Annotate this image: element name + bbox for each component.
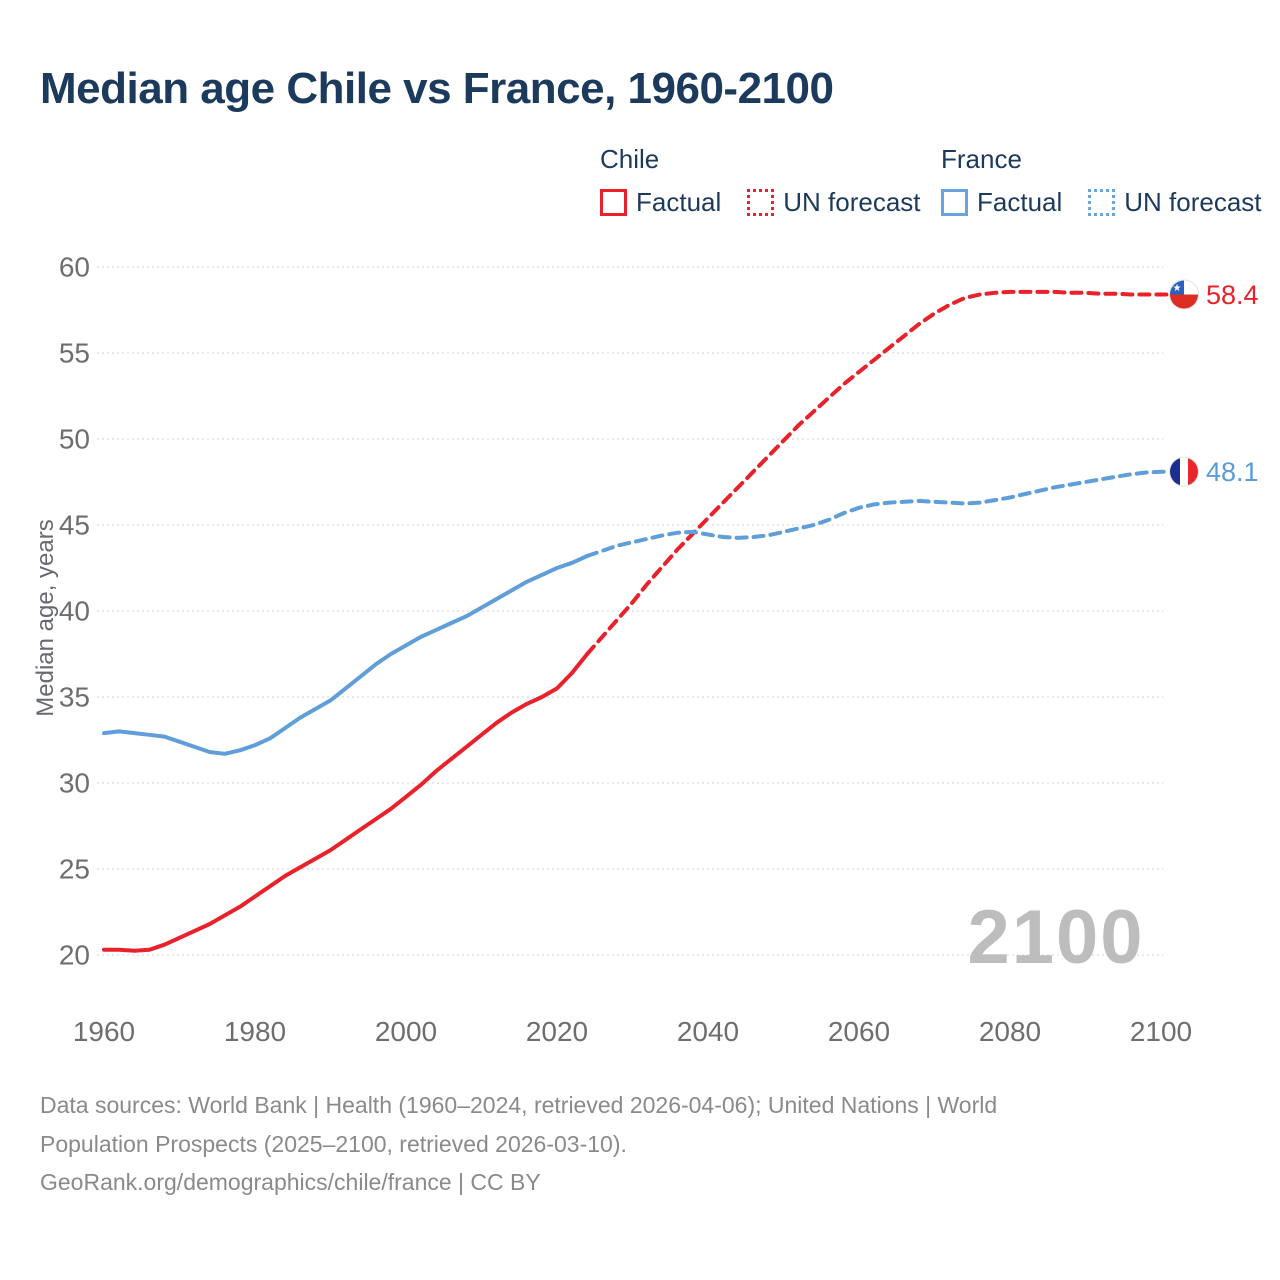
legend-label-france-factual: Factual [977,187,1063,217]
legend-group-label-france: France [941,144,1022,174]
gridlines [97,266,1163,956]
x-tick-label: 2080 [979,1016,1041,1047]
x-tick-label: 2000 [375,1016,437,1047]
x-tick-label: 2100 [1130,1016,1192,1047]
y-tick-label: 35 [59,682,90,713]
footer: Data sources: World Bank | Health (1960–… [40,1086,997,1202]
footer-line-2: Population Prospects (2025–2100, retriev… [40,1130,627,1157]
svg-text:★: ★ [1173,283,1182,294]
y-tick-label: 20 [59,940,90,971]
y-tick-label: 60 [59,252,90,283]
series-chile-un-forecast [585,289,1171,656]
x-tick-label: 2040 [677,1016,739,1047]
y-axis-tick-labels: 20 25 30 35 40 45 50 55 60 [59,252,90,971]
legend-label-chile-forecast: UN forecast [783,187,921,217]
x-tick-label: 1960 [73,1016,135,1047]
series-france-un-forecast [585,469,1171,558]
legend-label-france-forecast: UN forecast [1124,187,1262,217]
legend-group-chile: Chile Factual UN forecast [600,144,947,218]
series-chile-factual [102,652,590,953]
chile-end-value-label: 58.4 [1206,280,1259,310]
y-tick-label: 25 [59,854,90,885]
y-tick-label: 45 [59,510,90,541]
x-axis-tick-labels: 1960 1980 2000 2020 2040 2060 2080 2100 [73,1016,1192,1047]
footer-line-1: Data sources: World Bank | Health (1960–… [40,1092,998,1118]
x-tick-label: 2020 [526,1016,588,1047]
y-tick-label: 30 [59,768,90,799]
data-series [102,289,1171,953]
chile-flag-icon: ★ [1169,279,1199,310]
legend-group-label-chile: Chile [600,144,660,174]
x-tick-label: 1980 [224,1016,286,1047]
page-title: Median age Chile vs France, 1960-2100 [40,64,834,113]
footer-line-3: GeoRank.org/demographics/chile/france | … [40,1169,541,1195]
y-tick-label: 40 [59,596,90,627]
legend-group-france: France Factual UN forecast [941,144,1280,218]
legend-swatch-france-factual [941,189,968,216]
legend-label-chile-factual: Factual [636,187,722,217]
y-tick-label: 55 [59,338,90,369]
x-tick-label: 2060 [828,1016,890,1047]
france-end-value-label: 48.1 [1206,457,1259,487]
legend-swatch-france-forecast [1088,189,1116,216]
series-france-factual [102,554,590,756]
y-tick-label: 50 [59,424,90,455]
year-watermark: 2100 [967,895,1144,980]
legend-swatch-chile-forecast [747,189,775,216]
france-flag-icon [1169,456,1199,487]
y-axis-title: Median age, years [32,519,59,717]
legend-swatch-chile-factual [600,189,627,216]
